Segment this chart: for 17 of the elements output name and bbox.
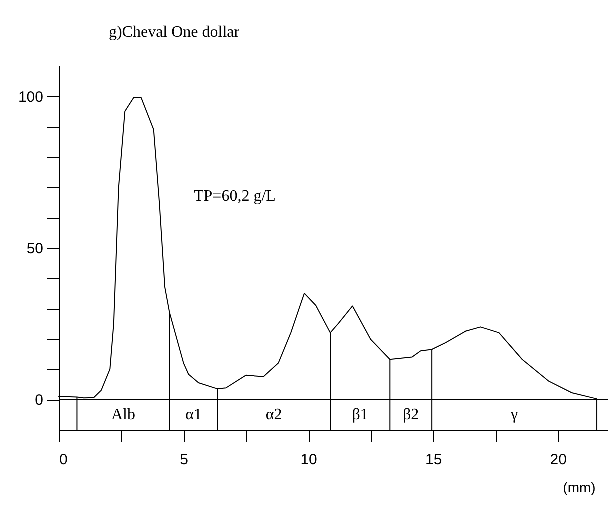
y-tick-label: 50 xyxy=(26,240,44,258)
annotation: Alb xyxy=(112,406,136,424)
annotation: β2 xyxy=(403,406,420,424)
annotation: TP=60,2 g/L xyxy=(194,188,276,205)
x-tick-label: 5 xyxy=(180,452,188,468)
annotation: α1 xyxy=(186,406,202,424)
chart-title: g)Cheval One dollar xyxy=(108,24,240,41)
x-tick-label: 20 xyxy=(550,452,567,468)
annotation: γ xyxy=(510,406,518,424)
annotation: β1 xyxy=(352,406,368,424)
annotation: α2 xyxy=(266,406,282,424)
x-tick-label: 0 xyxy=(60,452,68,468)
x-axis-title: (mm) xyxy=(563,480,596,496)
y-tick-label: 100 xyxy=(18,88,44,106)
x-tick-label: 10 xyxy=(300,452,318,468)
x-tick-label: 15 xyxy=(425,452,442,468)
y-tick-label: 0 xyxy=(35,392,44,410)
